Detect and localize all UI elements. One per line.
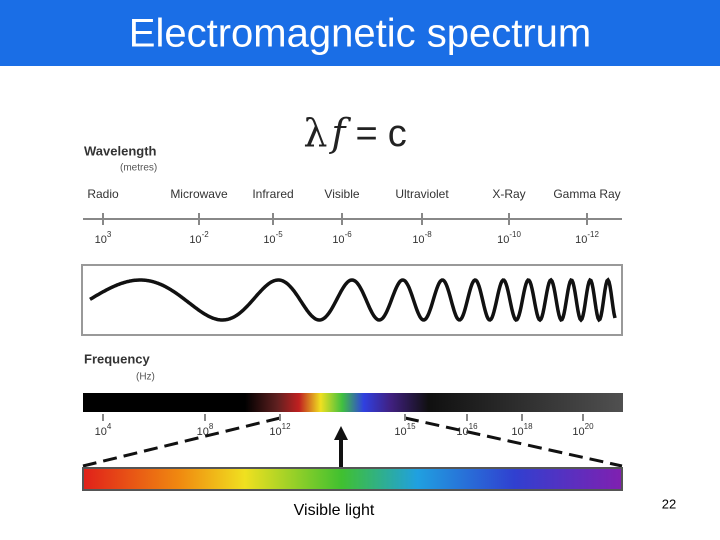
tick-label: 103: [95, 230, 112, 246]
tick-exp: 15: [407, 422, 416, 431]
tick-base: 10: [263, 234, 275, 246]
tick-base: 10: [572, 426, 584, 438]
f: f: [328, 111, 351, 155]
tick-exp: 3: [107, 230, 112, 239]
tick-label: 10-8: [412, 230, 432, 246]
band-label: Radio: [87, 187, 119, 201]
tick-exp: -12: [587, 230, 599, 239]
tick-base: 10: [511, 426, 523, 438]
band-label: X-Ray: [492, 187, 525, 201]
tick-base: 10: [95, 426, 107, 438]
tick-label: 10-6: [332, 230, 352, 246]
tick-exp: 18: [524, 422, 533, 431]
zoom-line: [404, 416, 623, 468]
arrow-head: [334, 426, 348, 440]
tick-label: 1016: [456, 422, 478, 438]
frequency-label: Frequency: [84, 351, 151, 366]
tick-exp: -5: [276, 230, 284, 239]
band-label: Visible: [324, 187, 359, 201]
tick-base: 10: [456, 426, 468, 438]
tick-label: 104: [95, 422, 112, 438]
tick-label: 1020: [572, 422, 594, 438]
tick-base: 10: [497, 234, 509, 246]
tick-label: 10-10: [497, 230, 521, 246]
c: c: [388, 113, 407, 155]
tick-base: 10: [394, 426, 406, 438]
tick-exp: 4: [107, 422, 112, 431]
tick-exp: -8: [425, 230, 433, 239]
caption: Visible light: [294, 502, 375, 519]
page-number: 22: [662, 496, 676, 511]
band-label: Gamma Ray: [553, 187, 620, 201]
tick-label: 10-2: [189, 230, 209, 246]
title: Electromagnetic spectrum: [129, 12, 591, 56]
tick-base: 10: [197, 426, 209, 438]
equation: λ f = c: [303, 111, 406, 156]
tick-base: 10: [332, 234, 344, 246]
tick-label: 108: [197, 422, 214, 438]
tick-label: 10-5: [263, 230, 283, 246]
title-bar: [0, 0, 720, 66]
tick-base: 10: [575, 234, 587, 246]
tick-exp: -6: [345, 230, 353, 239]
tick-label: 10-12: [575, 230, 599, 246]
equals: =: [355, 113, 377, 155]
tick-label: 1018: [511, 422, 533, 438]
tick-base: 10: [189, 234, 201, 246]
tick-exp: 20: [585, 422, 594, 431]
visible-bar: [82, 467, 623, 491]
tick-base: 10: [269, 426, 281, 438]
frequency-unit: (Hz): [136, 372, 155, 383]
zoom-line: [82, 416, 281, 468]
tick-exp: 8: [209, 422, 214, 431]
wavelength-unit: (metres): [120, 163, 157, 174]
band-label: Microwave: [170, 187, 228, 201]
tick-exp: -2: [202, 230, 210, 239]
wave-box: [81, 264, 623, 336]
tick-label: 1012: [269, 422, 291, 438]
band-label: Infrared: [252, 187, 293, 201]
tick-exp: 12: [282, 422, 291, 431]
lambda: λ: [303, 111, 327, 155]
spectrum-bar: [83, 393, 623, 412]
tick-base: 10: [412, 234, 424, 246]
wave: [89, 277, 617, 323]
tick-exp: 16: [469, 422, 478, 431]
band-label: Ultraviolet: [395, 187, 449, 201]
wavelength-label: Wavelength: [84, 143, 157, 158]
tick-label: 1015: [394, 422, 416, 438]
tick-base: 10: [95, 234, 107, 246]
tick-exp: -10: [509, 230, 521, 239]
